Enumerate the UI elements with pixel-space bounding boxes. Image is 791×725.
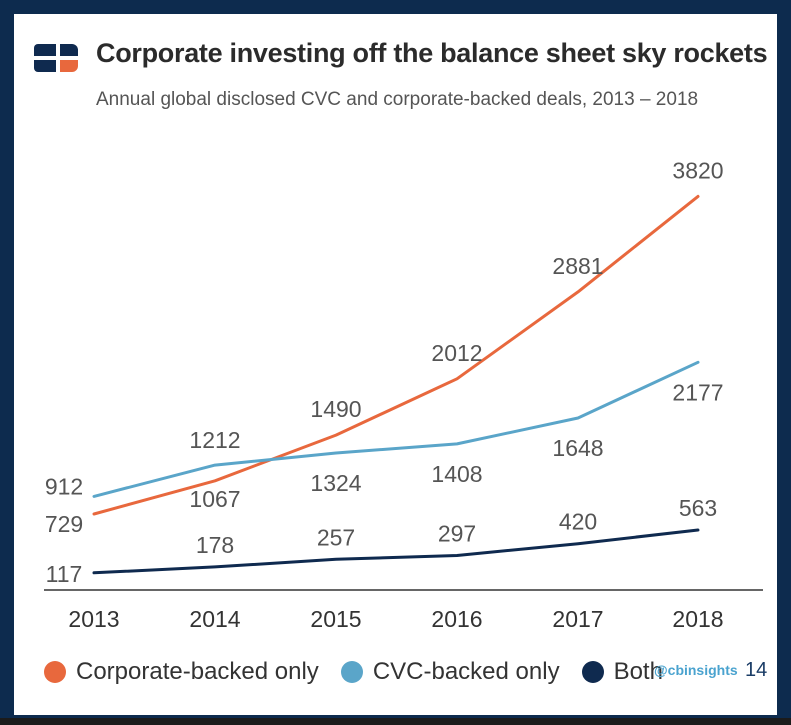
data-label-cvc: 1324 — [310, 470, 361, 496]
data-label-cvc: 1648 — [552, 435, 603, 461]
legend-dot-corporate — [44, 661, 66, 683]
page-subtitle: Annual global disclosed CVC and corporat… — [96, 89, 699, 110]
data-label-corporate: 729 — [45, 511, 83, 537]
data-label-cvc: 1212 — [189, 427, 240, 453]
series-line-corporate — [92, 194, 700, 516]
x-tick-label: 2014 — [189, 606, 240, 632]
data-label-both: 420 — [559, 509, 597, 535]
data-label-both: 297 — [438, 521, 476, 547]
legend-dot-cvc — [340, 661, 363, 683]
legend-item-both: Both — [581, 658, 663, 686]
page-title: Corporate investing off the balance shee… — [96, 38, 768, 68]
legend-item-corporate: Corporate-backed only — [44, 658, 319, 686]
data-label-corporate: 1490 — [310, 396, 361, 422]
legend: Corporate-backed only CVC-backed only Bo… — [44, 655, 685, 689]
x-tick-label: 2017 — [552, 606, 603, 632]
data-label-corporate: 3820 — [672, 157, 723, 183]
data-label-cvc: 2177 — [672, 379, 723, 405]
x-tick-labels: 2013 2014 2015 2016 2017 2018 — [68, 606, 723, 632]
x-tick-label: 2016 — [431, 606, 482, 632]
legend-label: Both — [613, 658, 663, 685]
value-labels: 729 1067 1490 2012 2881 3820 912 1212 1324 1408 16… — [45, 157, 724, 586]
x-tick-label: 2013 — [68, 606, 119, 632]
legend-dot-both — [581, 661, 604, 683]
cb-insights-logo-icon — [34, 44, 78, 72]
data-label-corporate: 2012 — [431, 340, 482, 366]
data-label-corporate: 1067 — [189, 486, 240, 512]
data-label-both: 117 — [46, 561, 83, 587]
data-label-cvc: 912 — [45, 473, 83, 499]
series-lines — [92, 194, 700, 575]
page-number: 14 — [745, 659, 768, 681]
data-label-both: 563 — [679, 495, 717, 521]
data-label-cvc: 1408 — [431, 461, 482, 487]
data-label-corporate: 2881 — [552, 253, 603, 279]
data-label-both: 178 — [196, 532, 234, 558]
legend-label: Corporate-backed only — [76, 658, 319, 685]
window-frame-top — [0, 0, 791, 14]
slide-panel — [14, 14, 777, 715]
series-line-cvc — [92, 360, 700, 498]
x-tick-label: 2015 — [310, 606, 361, 632]
window-frame-bottom — [0, 718, 791, 725]
legend-label: CVC-backed only — [372, 658, 560, 685]
legend-item-cvc: CVC-backed only — [340, 658, 560, 686]
x-tick-label: 2018 — [672, 606, 723, 632]
data-label-both: 257 — [317, 524, 355, 550]
brand-handle: @cbinsights — [654, 662, 738, 678]
series-line-both — [92, 528, 700, 575]
